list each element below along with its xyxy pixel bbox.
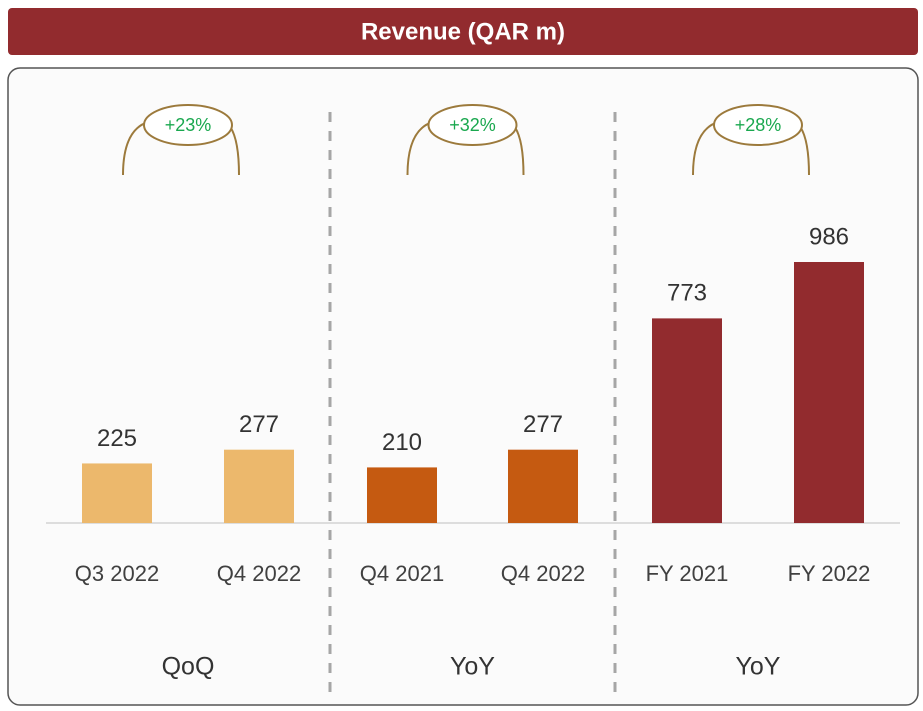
- growth-label: +23%: [165, 115, 212, 135]
- value-label: 277: [523, 411, 563, 438]
- growth-label: +32%: [449, 115, 496, 135]
- bar: [82, 463, 152, 523]
- value-label: 773: [667, 280, 707, 307]
- bar: [224, 449, 294, 523]
- bar: [652, 318, 722, 523]
- group-label: YoY: [736, 653, 781, 681]
- bar: [794, 262, 864, 523]
- group-label: QoQ: [162, 653, 215, 681]
- x-tick-label: Q4 2022: [217, 561, 301, 586]
- value-label: 210: [382, 429, 422, 456]
- growth-label: +28%: [735, 115, 782, 135]
- bar: [367, 467, 437, 523]
- chart-title: Revenue (QAR m): [361, 18, 565, 45]
- growth-bubble: [427, 104, 518, 146]
- x-tick-label: FY 2022: [788, 561, 871, 586]
- group-label: YoY: [450, 653, 495, 681]
- bar: [508, 449, 578, 523]
- growth-bubble: [713, 104, 803, 146]
- value-label: 225: [97, 425, 137, 452]
- x-tick-label: Q4 2022: [501, 561, 585, 586]
- title-bar: [8, 8, 918, 55]
- x-tick-label: Q4 2021: [360, 561, 444, 586]
- panel: [7, 67, 919, 706]
- x-tick-label: Q3 2022: [75, 561, 159, 586]
- value-label: 277: [239, 411, 279, 438]
- value-label: 986: [809, 223, 849, 250]
- x-tick-label: FY 2021: [646, 561, 729, 586]
- growth-bubble: [143, 104, 233, 146]
